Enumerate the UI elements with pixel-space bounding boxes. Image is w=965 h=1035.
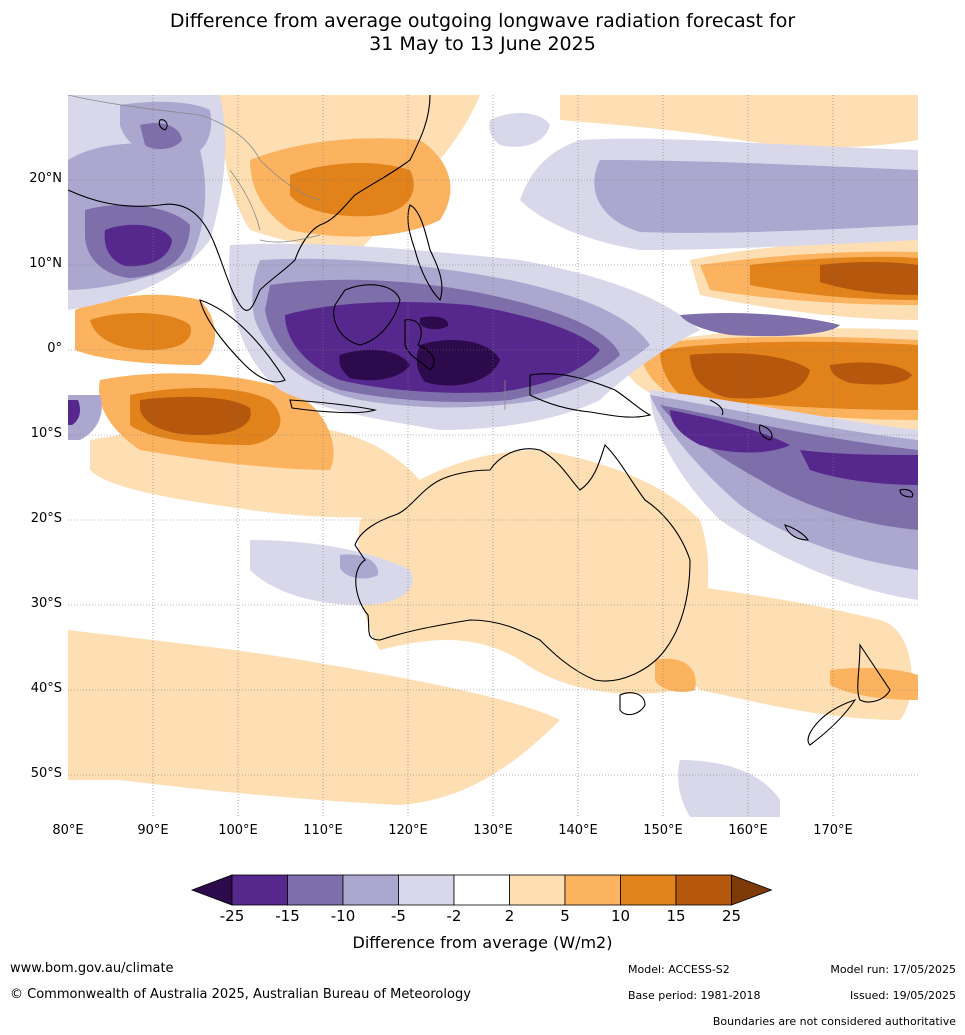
philippines-coast xyxy=(407,204,443,302)
colorbar-tick-label: -10 xyxy=(330,907,356,925)
country-boundaries xyxy=(68,95,506,410)
colorbar-tick-label: 10 xyxy=(610,907,631,925)
website-link[interactable]: www.bom.gov.au/climate xyxy=(10,961,174,976)
lat-label-40s: 40°S xyxy=(30,681,62,696)
title-line-1: Difference from average outgoing longwav… xyxy=(169,10,796,32)
new-zealand-south-coast xyxy=(807,699,857,746)
olr-anomaly-map xyxy=(68,95,918,817)
map-title: Difference from average outgoing longwav… xyxy=(0,10,965,56)
lon-label-80e: 80°E xyxy=(52,823,84,838)
lat-label-10n: 10°N xyxy=(29,256,62,271)
lon-label-120e: 120°E xyxy=(388,823,428,838)
boundaries-note: Boundaries are not considered authoritat… xyxy=(712,1015,956,1028)
lon-label-150e: 150°E xyxy=(643,823,683,838)
anomaly-darkest-purple xyxy=(339,316,500,386)
colorbar-swatch xyxy=(342,874,399,906)
colorbar-tick-label: -25 xyxy=(219,907,245,925)
lon-label-130e: 130°E xyxy=(473,823,513,838)
lon-label-100e: 100°E xyxy=(218,823,258,838)
australia-coast xyxy=(354,443,691,682)
anomaly-darkest-orange xyxy=(140,261,918,435)
colorbar-swatch xyxy=(398,874,455,906)
colorbar-swatch xyxy=(620,874,677,906)
colorbar-tick-label: 25 xyxy=(721,907,742,925)
lat-label-20s: 20°S xyxy=(30,511,62,526)
lon-label-170e: 170°E xyxy=(813,823,853,838)
colorbar-tick-label: -5 xyxy=(391,907,406,925)
borneo-coast xyxy=(333,284,401,346)
colorbar-label: Difference from average (W/m2) xyxy=(352,933,613,952)
issued-text: Issued: 19/05/2025 xyxy=(849,989,956,1002)
colorbar-swatch xyxy=(287,874,344,906)
base-period-text: Base period: 1981-2018 xyxy=(628,989,761,1002)
colorbar-tick-label: 15 xyxy=(666,907,686,925)
sulawesi-coast xyxy=(404,319,435,371)
colorbar-tick-label: 5 xyxy=(560,907,570,925)
tasmania-coast xyxy=(619,692,646,716)
colorbar-tick-label: -2 xyxy=(446,907,462,925)
colorbar-extend-low xyxy=(190,874,233,906)
lat-label-10s: 10°S xyxy=(30,426,62,441)
colorbar xyxy=(190,870,775,910)
colorbar-swatch xyxy=(453,874,510,906)
model-text: Model: ACCESS-S2 xyxy=(628,963,730,976)
colorbar-swatch xyxy=(564,874,621,906)
sri-lanka-coast xyxy=(158,119,168,131)
colorbar-tick-label: 2 xyxy=(504,907,515,925)
new-guinea-coast xyxy=(529,373,652,418)
lat-label-50s: 50°S xyxy=(30,766,62,781)
model-run-text: Model run: 17/05/2025 xyxy=(830,963,956,976)
lon-label-140e: 140°E xyxy=(558,823,598,838)
lat-label-20n: 20°N xyxy=(29,171,62,186)
lat-label-30s: 30°S xyxy=(30,596,62,611)
colorbar-swatch xyxy=(231,874,288,906)
colorbar-swatch xyxy=(509,874,566,906)
asia-coast xyxy=(68,95,431,311)
copyright-text: © Commonwealth of Australia 2025, Austra… xyxy=(10,987,471,1002)
new-zealand-north-coast xyxy=(857,643,891,703)
lon-label-110e: 110°E xyxy=(303,823,343,838)
java-coast xyxy=(289,399,378,414)
colorbar-tick-label: -15 xyxy=(275,907,300,925)
gridlines xyxy=(68,95,918,817)
sumatra-coast xyxy=(199,299,286,383)
colorbar-swatch xyxy=(675,874,732,906)
title-line-2: 31 May to 13 June 2025 xyxy=(369,33,596,55)
lon-label-160e: 160°E xyxy=(728,823,768,838)
lat-label-0: 0° xyxy=(47,341,62,356)
coastlines xyxy=(68,95,914,746)
lon-label-90e: 90°E xyxy=(137,823,169,838)
colorbar-extend-high xyxy=(731,874,773,906)
